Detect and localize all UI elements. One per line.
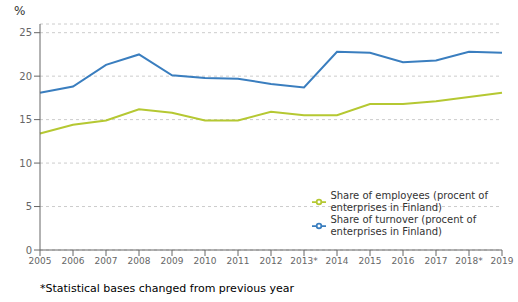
svg-text:15: 15: [19, 114, 32, 125]
svg-text:5: 5: [26, 201, 32, 212]
svg-text:2011: 2011: [227, 256, 250, 266]
svg-text:2012: 2012: [260, 256, 283, 266]
svg-text:2016: 2016: [392, 256, 415, 266]
svg-text:25: 25: [19, 27, 32, 38]
svg-text:2017: 2017: [425, 256, 448, 266]
svg-text:10: 10: [19, 158, 32, 169]
svg-text:2006: 2006: [62, 256, 85, 266]
svg-text:20: 20: [19, 71, 32, 82]
svg-text:2015: 2015: [359, 256, 382, 266]
svg-text:2014: 2014: [326, 256, 349, 266]
html-text:Share of turnover (procent of: Share of turnover (procent of enterprise…: [330, 214, 477, 237]
svg-text:2013*: 2013*: [290, 256, 318, 266]
svg-text:2008: 2008: [128, 256, 151, 266]
html-text:Share of employees (procent of: Share of employees (procent of enterpris…: [330, 190, 488, 213]
svg-text:2010: 2010: [194, 256, 217, 266]
svg-text:2019: 2019: [491, 256, 510, 266]
svg-text:2007: 2007: [95, 256, 118, 266]
svg-text:2005: 2005: [29, 256, 52, 266]
svg-text:2018*: 2018*: [455, 256, 483, 266]
html-text:*Statistical bases changed fro: *Statistical bases changed from previous…: [40, 282, 294, 295]
svg-text:2009: 2009: [161, 256, 184, 266]
svg-text:0: 0: [26, 245, 32, 256]
